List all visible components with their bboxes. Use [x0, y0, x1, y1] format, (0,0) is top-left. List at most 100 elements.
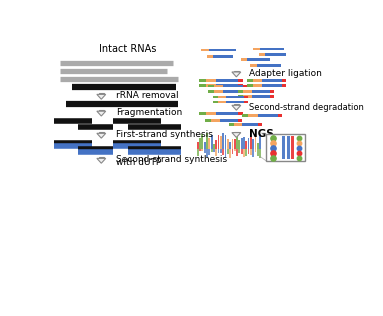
- Bar: [218, 96, 226, 98]
- Bar: [257, 143, 259, 149]
- Bar: [214, 85, 223, 88]
- Bar: [197, 149, 199, 156]
- Text: NGS: NGS: [249, 129, 274, 139]
- Bar: [197, 142, 199, 149]
- Bar: [239, 84, 243, 87]
- Bar: [204, 149, 206, 153]
- Bar: [199, 84, 206, 87]
- Bar: [234, 104, 239, 105]
- Bar: [259, 149, 261, 158]
- Bar: [99, 132, 103, 133]
- Bar: [239, 79, 243, 82]
- Bar: [236, 149, 238, 155]
- Text: Fragmentation: Fragmentation: [116, 108, 182, 117]
- Bar: [229, 149, 231, 158]
- Bar: [244, 96, 247, 98]
- Bar: [239, 149, 240, 153]
- Bar: [262, 79, 282, 82]
- Bar: [239, 141, 240, 149]
- Bar: [253, 84, 262, 87]
- Bar: [239, 119, 242, 121]
- Bar: [214, 90, 223, 93]
- Bar: [99, 110, 103, 111]
- Bar: [246, 141, 247, 149]
- Bar: [291, 136, 294, 159]
- Bar: [223, 90, 243, 93]
- Bar: [234, 149, 236, 151]
- Bar: [209, 49, 236, 52]
- Bar: [243, 90, 252, 93]
- Polygon shape: [232, 105, 241, 110]
- Bar: [253, 47, 260, 50]
- Bar: [259, 134, 261, 149]
- Bar: [205, 119, 211, 121]
- Bar: [229, 124, 234, 126]
- Bar: [215, 140, 217, 149]
- Bar: [220, 149, 222, 153]
- Text: rRNA removal: rRNA removal: [116, 91, 179, 100]
- Bar: [243, 149, 245, 157]
- Bar: [259, 53, 265, 56]
- Bar: [247, 84, 253, 87]
- Bar: [270, 95, 273, 98]
- Bar: [204, 142, 206, 149]
- Bar: [222, 149, 224, 155]
- Bar: [213, 101, 218, 104]
- Text: Adapter ligation: Adapter ligation: [249, 69, 322, 78]
- Bar: [255, 133, 256, 149]
- Bar: [243, 95, 252, 98]
- Bar: [282, 84, 286, 87]
- Bar: [207, 55, 213, 58]
- Bar: [244, 101, 247, 104]
- Bar: [213, 55, 233, 58]
- Bar: [201, 134, 203, 149]
- Bar: [218, 149, 219, 153]
- Polygon shape: [232, 133, 241, 137]
- Bar: [208, 138, 210, 149]
- Bar: [236, 136, 238, 149]
- Bar: [238, 90, 243, 93]
- Bar: [270, 90, 273, 93]
- Bar: [234, 71, 239, 72]
- Bar: [265, 53, 286, 56]
- Bar: [250, 149, 252, 155]
- Text: Second-strand degradation: Second-strand degradation: [249, 102, 364, 112]
- Bar: [206, 79, 216, 82]
- Bar: [248, 149, 249, 154]
- Text: First-strand synthesis: First-strand synthesis: [116, 130, 213, 139]
- Bar: [224, 135, 226, 149]
- Bar: [223, 85, 243, 88]
- Bar: [282, 136, 285, 159]
- Bar: [257, 149, 259, 156]
- Bar: [216, 112, 239, 115]
- Bar: [257, 64, 281, 66]
- Bar: [216, 84, 239, 87]
- Bar: [243, 137, 245, 149]
- Bar: [258, 124, 262, 126]
- Bar: [201, 149, 203, 151]
- Bar: [253, 79, 262, 82]
- Bar: [231, 149, 233, 154]
- Bar: [250, 137, 252, 149]
- Bar: [287, 136, 290, 159]
- Bar: [213, 143, 215, 149]
- Bar: [260, 47, 285, 50]
- Bar: [242, 124, 258, 126]
- Polygon shape: [97, 94, 106, 99]
- Bar: [247, 79, 253, 82]
- Bar: [220, 136, 222, 149]
- Bar: [208, 149, 210, 155]
- Bar: [211, 149, 213, 152]
- Bar: [201, 49, 209, 52]
- Bar: [199, 112, 206, 115]
- Bar: [250, 64, 257, 66]
- Text: Second-strand synthesis: Second-strand synthesis: [116, 155, 227, 164]
- Bar: [231, 139, 233, 149]
- Bar: [252, 90, 270, 93]
- Bar: [282, 79, 286, 82]
- Text: Intact RNAs: Intact RNAs: [99, 44, 157, 54]
- Bar: [206, 84, 216, 87]
- Bar: [199, 138, 201, 149]
- Bar: [211, 135, 213, 149]
- Bar: [243, 90, 247, 93]
